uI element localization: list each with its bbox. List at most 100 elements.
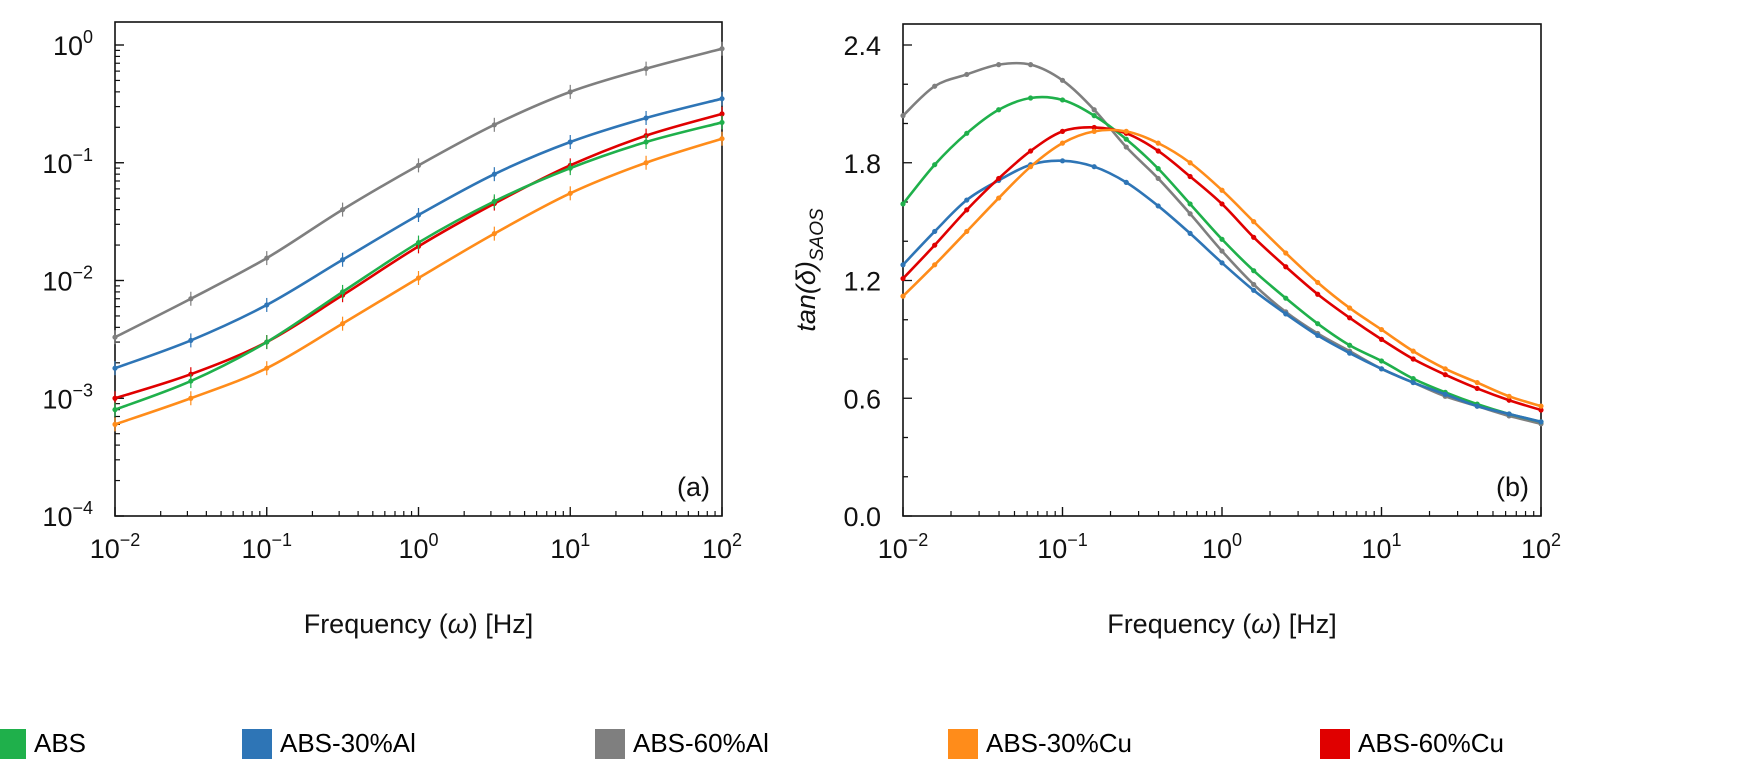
data-point: [1028, 148, 1034, 154]
legend-label: ABS-60%Cu: [1358, 728, 1504, 758]
data-point: [1187, 211, 1193, 217]
x-tick-label: 10−2: [90, 530, 141, 564]
tick-base: 10: [550, 534, 580, 564]
data-point: [1091, 128, 1097, 134]
tick-base: 10: [1202, 534, 1232, 564]
data-point: [1251, 287, 1257, 293]
data-point: [1315, 291, 1321, 297]
data-point: [1442, 391, 1448, 397]
y-tick-label: 10−1: [42, 145, 93, 179]
data-point: [1283, 264, 1289, 270]
tick-exponent: 0: [83, 27, 93, 47]
tick-base: 10: [1521, 534, 1551, 564]
series-abs: [112, 115, 725, 417]
data-point: [1442, 372, 1448, 378]
legend-label: ABS-30%Al: [280, 728, 416, 758]
data-point: [964, 228, 970, 235]
tick-exponent: −2: [120, 530, 141, 550]
tick-exponent: 1: [580, 530, 590, 550]
tick-exponent: −2: [72, 263, 93, 283]
panel-label: (b): [1496, 472, 1529, 502]
data-point: [1123, 179, 1129, 185]
data-point: [1187, 201, 1193, 207]
x-label-symbol: ω: [1251, 609, 1272, 639]
tick-base: 10: [42, 149, 72, 179]
axes-frame: [902, 23, 1542, 517]
data-point: [1378, 358, 1385, 364]
data-point: [1315, 279, 1321, 286]
tick-base: 10: [53, 31, 83, 61]
tick-base: 10: [398, 534, 428, 564]
x-tick-label: 102: [702, 530, 742, 564]
data-point: [1155, 203, 1161, 209]
legend-swatch: [1320, 728, 1350, 759]
legend-swatch: [242, 728, 272, 759]
data-point: [900, 262, 906, 268]
tick-exponent: −1: [72, 145, 93, 165]
tick-exponent: −1: [272, 530, 293, 550]
data-point: [1410, 356, 1416, 362]
x-tick-label: 101: [550, 530, 590, 564]
data-point: [1059, 158, 1066, 164]
data-point: [1028, 62, 1034, 68]
data-point: [1347, 342, 1353, 348]
tick-base: 10: [42, 502, 72, 532]
legend-item-abs-30cu: ABS-30%Cu: [948, 728, 1132, 759]
data-point: [1283, 311, 1289, 317]
data-point: [1155, 148, 1161, 154]
data-point: [1378, 326, 1385, 333]
y-label-subscript: SAOS: [807, 208, 828, 261]
tick-exponent: −2: [908, 530, 929, 550]
legend-swatch: [595, 728, 625, 759]
data-point: [1251, 234, 1257, 240]
x-tick-label: 101: [1361, 530, 1401, 564]
data-point: [1155, 175, 1161, 182]
data-point: [1091, 113, 1097, 119]
data-point: [1474, 379, 1480, 386]
series-line: [114, 97, 723, 370]
x-tick-label: 102: [1521, 530, 1561, 564]
data-point: [964, 130, 970, 136]
data-point: [1219, 201, 1225, 207]
x-tick-label: 100: [1202, 530, 1242, 564]
data-point: [1251, 281, 1257, 288]
data-point: [1347, 305, 1353, 311]
data-point: [1315, 321, 1321, 327]
data-point: [964, 71, 970, 78]
data-point: [1123, 144, 1129, 150]
panel-label: (a): [677, 472, 710, 502]
data-point: [932, 83, 938, 89]
axes-frame: [114, 21, 723, 517]
data-point: [964, 207, 970, 213]
y-axis-label: tan(δ)SAOS: [791, 208, 828, 332]
data-point: [1378, 366, 1385, 372]
x-tick-label: 10−1: [1037, 530, 1088, 564]
data-point: [1091, 107, 1097, 113]
data-point: [996, 175, 1002, 182]
data-point: [1059, 140, 1066, 146]
x-tick-label: 10−2: [878, 530, 929, 564]
series-line: [114, 47, 723, 339]
data-point: [996, 107, 1002, 113]
data-point: [1091, 124, 1097, 131]
data-point: [1283, 250, 1289, 256]
data-point: [1155, 140, 1161, 146]
data-point: [1028, 164, 1034, 170]
tick-base: 10: [90, 534, 120, 564]
data-point: [900, 113, 906, 119]
legend-swatch: [948, 728, 978, 759]
legend-label: ABS: [34, 728, 87, 758]
y-tick-label: 0.0: [843, 502, 881, 532]
data-point: [1506, 411, 1512, 417]
x-label-text: Frequency (: [304, 609, 448, 639]
figure: 10−2 10−1 100 101 10210−410−310−210−1100Freq…: [42, 21, 1561, 639]
data-point: [1347, 350, 1353, 356]
data-point: [1155, 166, 1161, 172]
data-point: [1410, 379, 1416, 386]
x-axis-label: Frequency (ω) [Hz]: [304, 609, 534, 639]
data-point: [1091, 164, 1097, 170]
series-abs-60-al: [112, 41, 725, 345]
data-point: [1219, 248, 1225, 254]
tick-base: 10: [702, 534, 732, 564]
legend-item-abs: ABS: [0, 728, 86, 759]
